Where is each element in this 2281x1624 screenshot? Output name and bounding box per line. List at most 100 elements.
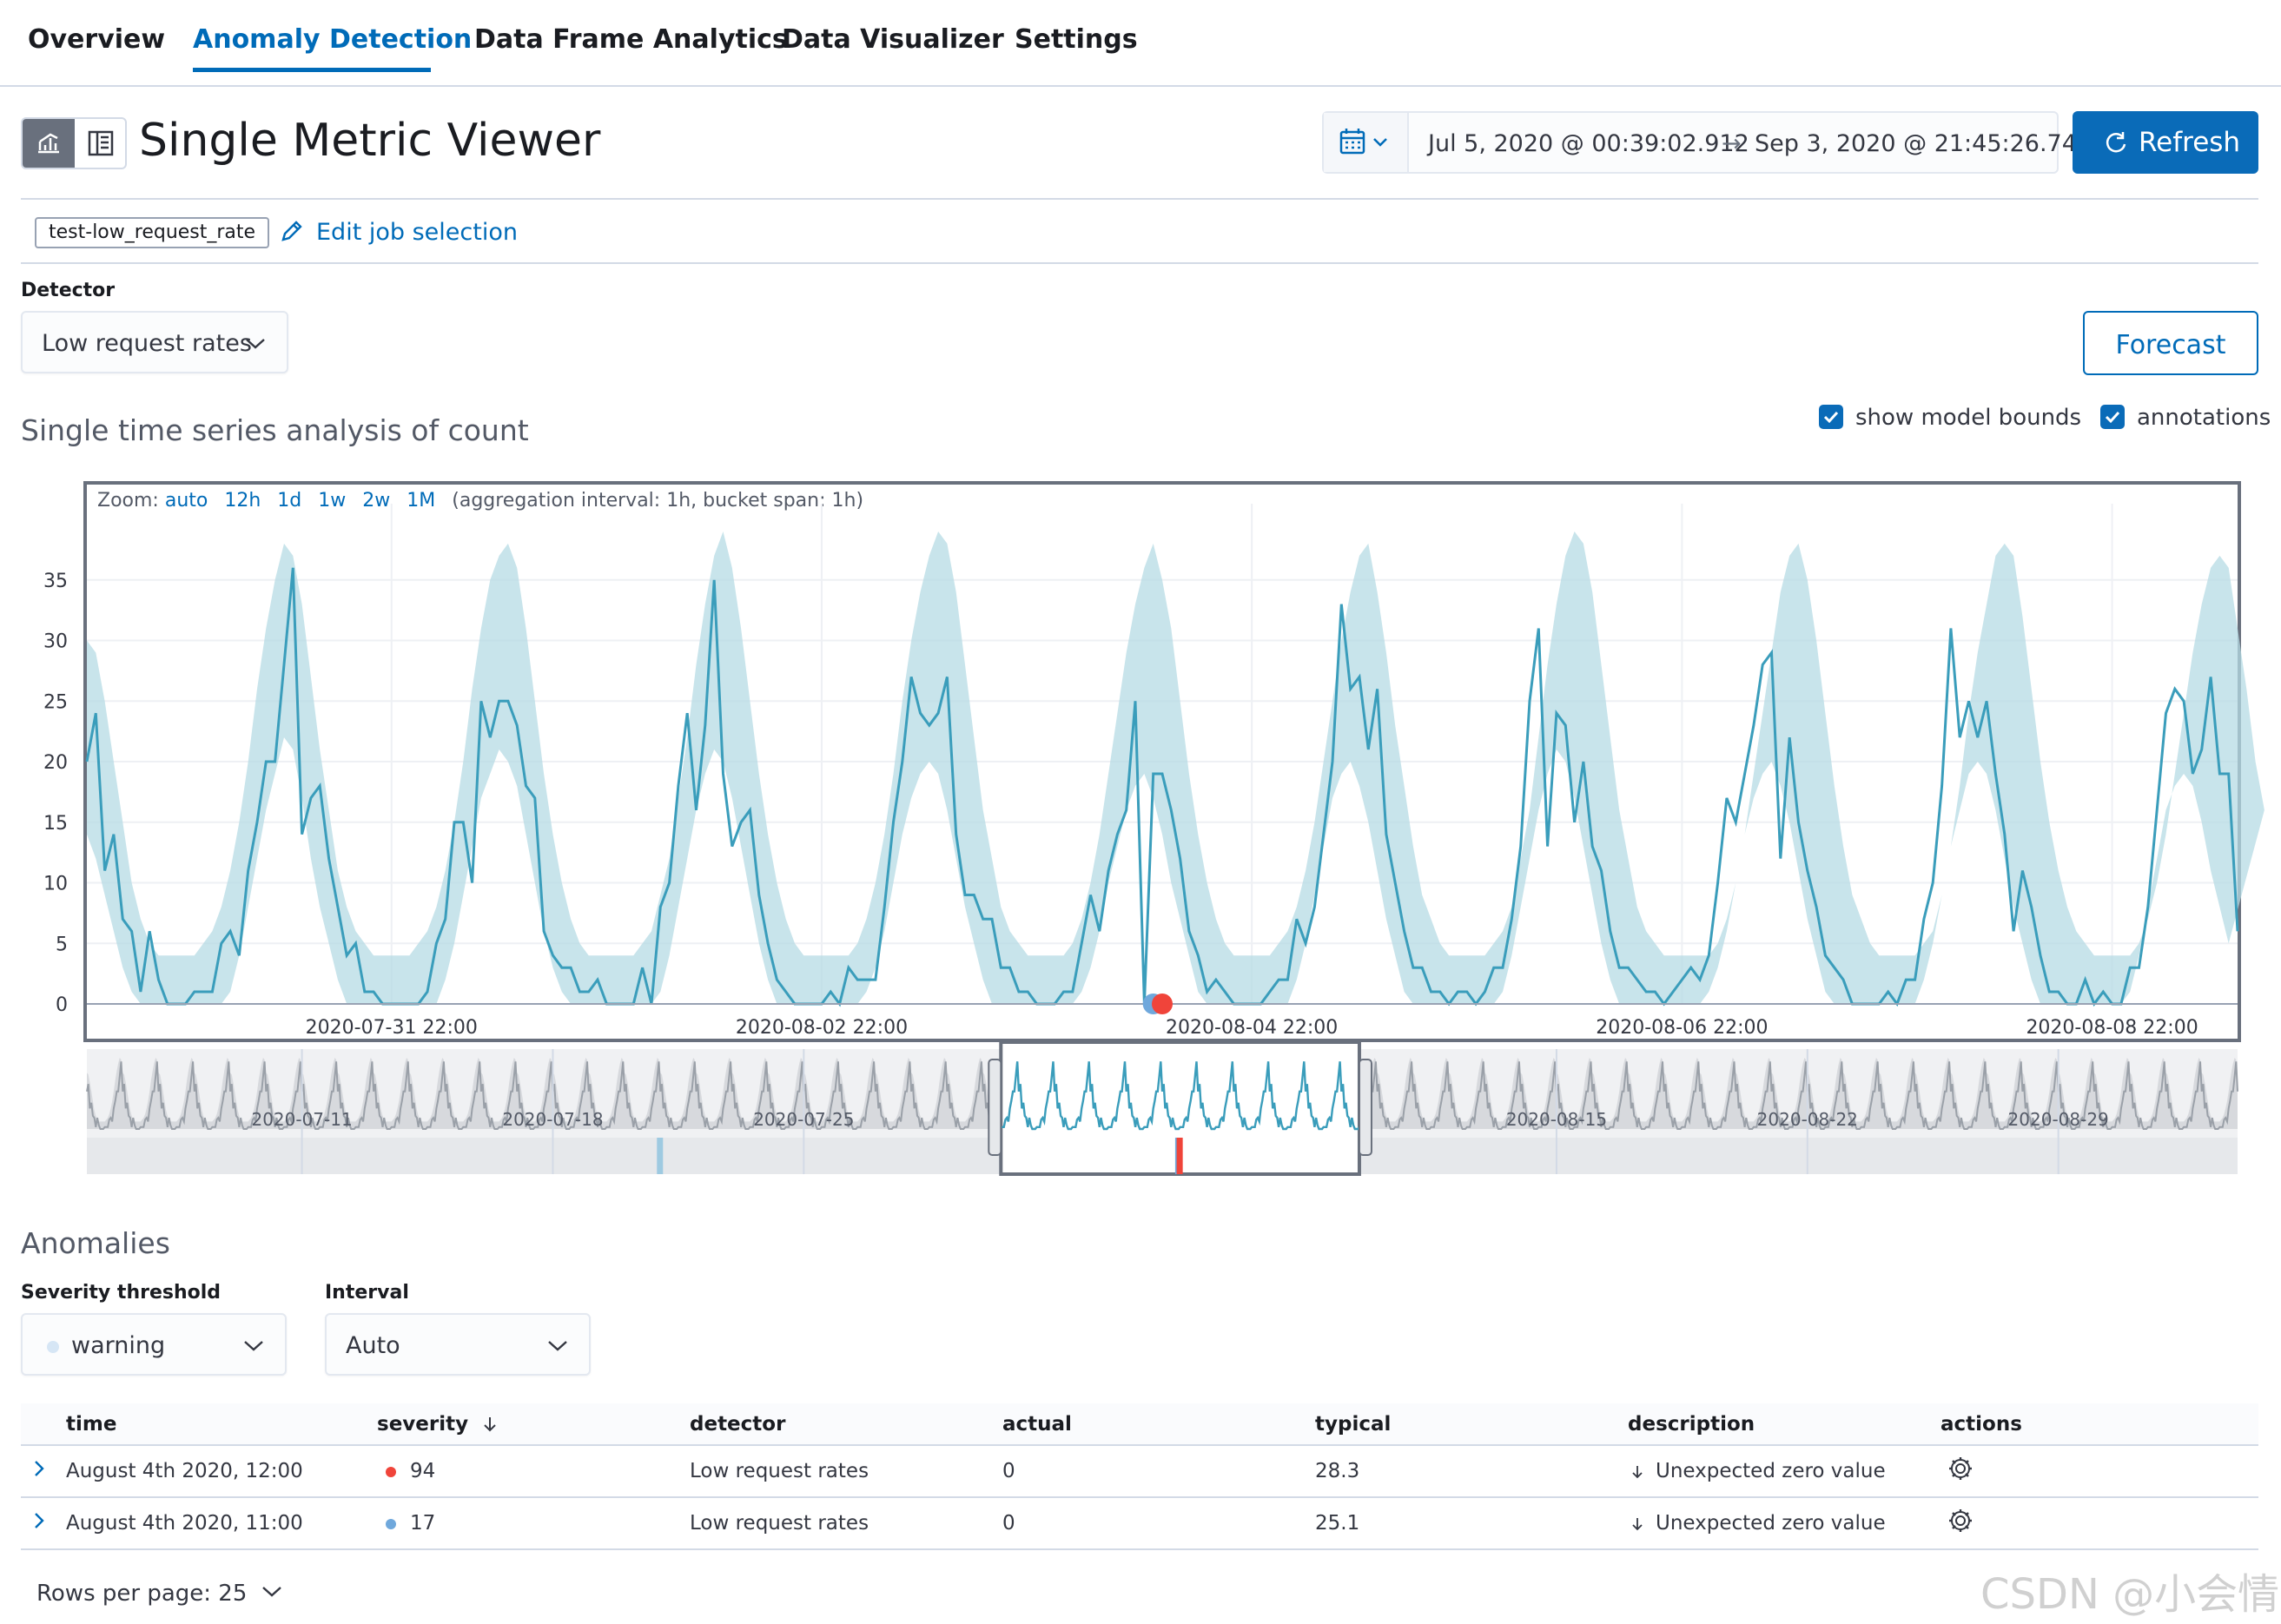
column-severity-label: severity (377, 1412, 469, 1436)
tab-data-frame-analytics[interactable]: Data Frame Analytics (474, 24, 788, 55)
cell-description: Unexpected zero value (1628, 1497, 1941, 1550)
severity-threshold-value: warning (71, 1332, 166, 1359)
zoom-1d[interactable]: 1d (277, 490, 302, 512)
anomalies-table: time severity detector actual typical de… (21, 1403, 2258, 1550)
start-date[interactable]: Jul 5, 2020 @ 00:39:02.912 (1428, 130, 1749, 157)
context-x-tick-label: 2020-07-18 (502, 1109, 603, 1130)
zoom-12h[interactable]: 12h (224, 490, 261, 512)
severity-dot (386, 1518, 396, 1529)
divider (21, 198, 2258, 200)
zoom-1m[interactable]: 1M (407, 490, 436, 512)
context-x-tick-label: 2020-07-25 (753, 1109, 854, 1130)
severity-threshold-select[interactable]: warning (21, 1313, 287, 1376)
y-tick-label: 15 (43, 813, 68, 835)
table-layout-icon (88, 130, 114, 156)
edit-job-selection-link[interactable]: Edit job selection (316, 219, 518, 246)
tab-overview[interactable]: Overview (28, 24, 166, 55)
arrow-down-icon (1632, 1517, 1643, 1530)
zoom-auto[interactable]: auto (164, 490, 208, 512)
cell-actions (1941, 1497, 2258, 1550)
tab-anomaly-detection[interactable]: Anomaly Detection (193, 24, 473, 55)
chevron-down-icon (548, 1341, 567, 1351)
zoom-2w[interactable]: 2w (362, 490, 391, 512)
anomaly-explorer-view-button[interactable] (76, 119, 126, 168)
y-tick-label: 20 (43, 752, 68, 774)
cell-actual: 0 (1002, 1497, 1315, 1550)
y-tick-label: 35 (43, 571, 68, 592)
column-time[interactable]: time (66, 1403, 377, 1446)
chevron-down-icon (261, 1587, 281, 1597)
expander-column (21, 1403, 66, 1446)
refresh-button[interactable]: Refresh (2073, 111, 2258, 174)
cell-actions (1941, 1445, 2258, 1498)
context-selected-series (1001, 1061, 1360, 1131)
x-tick-label: 2020-08-02 22:00 (736, 1017, 908, 1039)
context-x-tick-label: 2020-08-22 (1757, 1109, 1858, 1130)
column-detector[interactable]: detector (690, 1403, 1002, 1446)
context-x-tick-label: 2020-08-29 (2008, 1109, 2109, 1130)
y-tick-label: 0 (56, 994, 68, 1016)
context-x-tick-label: 2020-07-11 (251, 1109, 352, 1130)
tab-settings[interactable]: Settings (1015, 24, 1138, 55)
chevron-down-icon (246, 339, 265, 349)
severity-dot (386, 1466, 396, 1477)
job-badge: test-low_request_rate (35, 217, 270, 248)
checkmark-icon (2105, 411, 2120, 424)
detector-select[interactable]: Low request rates (21, 311, 288, 373)
quick-select-button[interactable] (1324, 113, 1409, 172)
pencil-icon[interactable] (276, 217, 306, 247)
annotations-checkbox[interactable] (2100, 405, 2125, 429)
cell-time: August 4th 2020, 12:00 (66, 1445, 377, 1498)
column-actual[interactable]: actual (1002, 1403, 1315, 1446)
cell-typical: 25.1 (1315, 1497, 1628, 1550)
table-header-row: time severity detector actual typical de… (21, 1403, 2258, 1446)
single-metric-view-button[interactable] (23, 119, 75, 168)
interval-select[interactable]: Auto (325, 1313, 591, 1376)
y-tick-label: 25 (43, 691, 68, 713)
x-tick-label: 2020-08-04 22:00 (1166, 1017, 1338, 1039)
gear-icon[interactable] (1946, 1506, 1975, 1535)
sort-down-icon (484, 1417, 496, 1432)
row-expander[interactable] (21, 1497, 66, 1550)
brush-handle-right (1358, 1059, 1372, 1156)
context-chart[interactable]: 2020-07-112020-07-182020-07-252020-08-01… (0, 1033, 2281, 1190)
top-nav: Overview Anomaly Detection Data Frame An… (0, 0, 2281, 87)
chart-section-title: Single time series analysis of count (21, 413, 529, 447)
end-date[interactable]: Sep 3, 2020 @ 21:45:26.749 (1755, 130, 2093, 157)
severity-score: 94 (410, 1460, 436, 1482)
context-anomaly-marker (1176, 1138, 1183, 1174)
cell-severity: 17 (377, 1497, 690, 1550)
cell-description: Unexpected zero value (1628, 1445, 1941, 1498)
chevron-right-icon (35, 1513, 44, 1528)
page-title: Single Metric Viewer (139, 115, 601, 167)
zoom-1w[interactable]: 1w (318, 490, 347, 512)
rows-per-page-button[interactable]: Rows per page: 25 (36, 1581, 282, 1607)
table-row: August 4th 2020, 12:00 94 Low request ra… (21, 1445, 2258, 1498)
y-tick-label: 5 (56, 934, 68, 955)
detector-value: Low request rates (42, 330, 252, 357)
severity-score: 17 (410, 1512, 436, 1535)
model-bounds-band (87, 531, 2264, 1004)
forecast-button[interactable]: Forecast (2083, 311, 2258, 375)
column-typical[interactable]: typical (1315, 1403, 1628, 1446)
x-tick-label: 2020-08-08 22:00 (2026, 1017, 2198, 1039)
focus-chart[interactable]: 0 5 10 15 20 25 30 35 2020-07-31 22:00 2020-08-02… (0, 0, 2281, 1051)
divider (21, 262, 2258, 264)
interval-label: Interval (325, 1282, 409, 1304)
gear-icon[interactable] (1946, 1454, 1975, 1483)
description-text: Unexpected zero value (1656, 1460, 1886, 1482)
row-expander[interactable] (21, 1445, 66, 1498)
show-model-bounds-checkbox[interactable] (1819, 405, 1843, 429)
column-severity[interactable]: severity (377, 1403, 690, 1446)
tab-data-visualizer[interactable]: Data Visualizer (782, 24, 1004, 55)
annotations-label: annotations (2137, 405, 2271, 431)
chevron-down-icon (1373, 138, 1387, 147)
anomalies-title: Anomalies (21, 1226, 170, 1260)
detector-label: Detector (21, 280, 116, 301)
column-description[interactable]: description (1628, 1403, 1941, 1446)
active-tab-indicator (193, 68, 431, 72)
y-tick-label: 30 (43, 631, 68, 653)
x-tick-label: 2020-08-06 22:00 (1596, 1017, 1768, 1039)
anomaly-marker (1152, 994, 1173, 1014)
chart-icon (38, 133, 59, 154)
